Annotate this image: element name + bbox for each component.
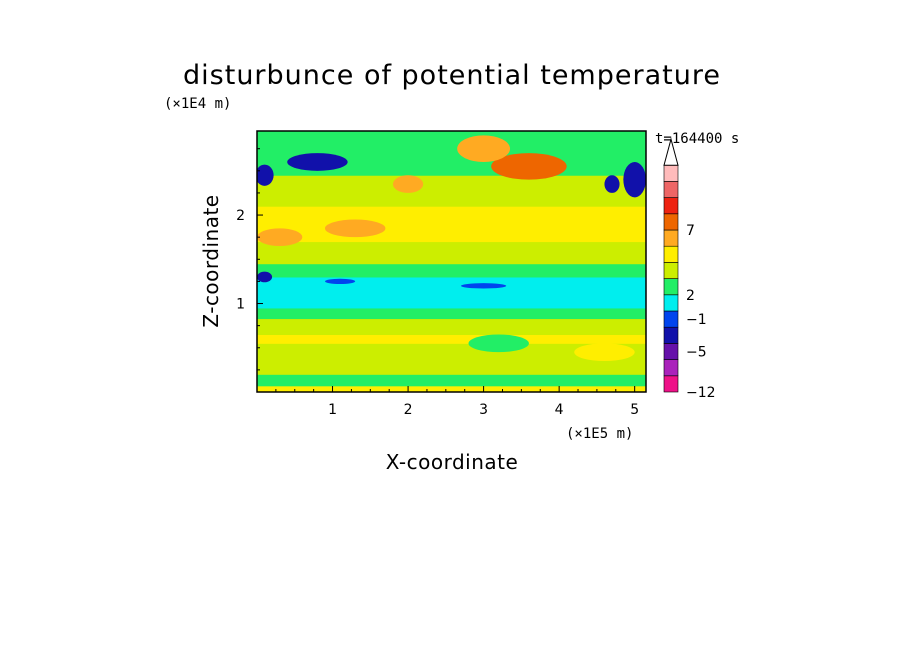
colorbar-swatch-3 — [663, 326, 679, 344]
colorbar-swatch-5 — [663, 294, 679, 312]
colorbar-label-2: −1 — [686, 312, 707, 328]
y-axis-label: Z-coordinate — [199, 194, 223, 327]
colorbar-swatch-0 — [663, 375, 679, 393]
heatmap-patch-10 — [324, 278, 356, 285]
heatmap-band-3 — [257, 334, 646, 344]
heatmap-band-10 — [257, 175, 646, 207]
colorbar-swatch-2 — [663, 343, 679, 360]
colorbar-swatch-12 — [663, 181, 679, 198]
y-tick-label-1: 2 — [236, 208, 245, 224]
colorbar-label-0: 7 — [686, 223, 695, 239]
heatmap-patch-5 — [287, 153, 348, 171]
y-axis-ticks: 12 — [236, 148, 263, 371]
heatmap-band-8 — [257, 241, 646, 265]
heatmap-band-4 — [257, 318, 646, 335]
heatmap-patch-0 — [257, 228, 303, 247]
heatmap-patch-12 — [468, 334, 529, 353]
colorbar-label-3: −5 — [686, 345, 707, 361]
heatmap-patch-1 — [324, 219, 386, 238]
colorbar-swatch-11 — [663, 197, 679, 215]
heatmap-band-6 — [257, 276, 646, 309]
heatmap-band-7 — [257, 263, 646, 278]
y-unit-label: (×1E4 m) — [164, 96, 231, 112]
heatmap-patch-11 — [460, 283, 507, 289]
x-tick-label-3: 4 — [555, 402, 564, 418]
heatmap-band-9 — [257, 206, 646, 243]
time-label: t=164400 s — [655, 131, 739, 147]
heatmap-patch-6 — [257, 164, 274, 186]
heatmap-band-1 — [257, 374, 646, 387]
y-tick-label-0: 1 — [236, 297, 245, 313]
colorbar-swatch-10 — [663, 213, 679, 231]
heatmap-patch-7 — [623, 161, 646, 198]
heatmap-bands — [257, 131, 646, 392]
x-tick-label-1: 2 — [404, 402, 413, 418]
colorbar-swatch-13 — [663, 164, 679, 182]
heatmap-patch-8 — [604, 175, 620, 193]
heatmap-patch-2 — [491, 153, 567, 180]
heatmap-patch-3 — [457, 135, 511, 162]
colorbar-extension-arrow — [663, 137, 679, 166]
colorbar: 7 2 −1 −5 −12 — [663, 137, 716, 401]
chart-title: disturbunce of potential temperature — [183, 60, 721, 91]
heatmap-patch-9 — [257, 271, 273, 283]
colorbar-swatch-7 — [663, 262, 679, 279]
heatmap-band-0 — [257, 385, 646, 392]
colorbar-label-4: −12 — [686, 385, 716, 401]
x-tick-label-4: 5 — [630, 402, 639, 418]
heatmap-patch-4 — [392, 175, 424, 193]
colorbar-swatch-9 — [663, 229, 679, 247]
heatmap-patches — [257, 135, 646, 362]
x-tick-label-2: 3 — [479, 402, 488, 418]
colorbar-swatch-6 — [663, 278, 679, 296]
colorbar-swatch-1 — [663, 359, 679, 377]
colorbar-swatch-8 — [663, 245, 679, 263]
x-tick-label-0: 1 — [328, 402, 337, 418]
heatmap-band-5 — [257, 307, 646, 320]
x-unit-label: (×1E5 m) — [566, 426, 633, 442]
x-axis-ticks: 1 2 3 4 5 — [275, 386, 639, 418]
colorbar-label-1: 2 — [686, 288, 695, 304]
colorbar-swatch-4 — [663, 310, 679, 328]
plot-frame — [256, 130, 647, 393]
heatmap-plot-area — [257, 131, 646, 392]
heatmap-patch-13 — [574, 343, 635, 362]
x-axis-label: X-coordinate — [386, 450, 519, 474]
